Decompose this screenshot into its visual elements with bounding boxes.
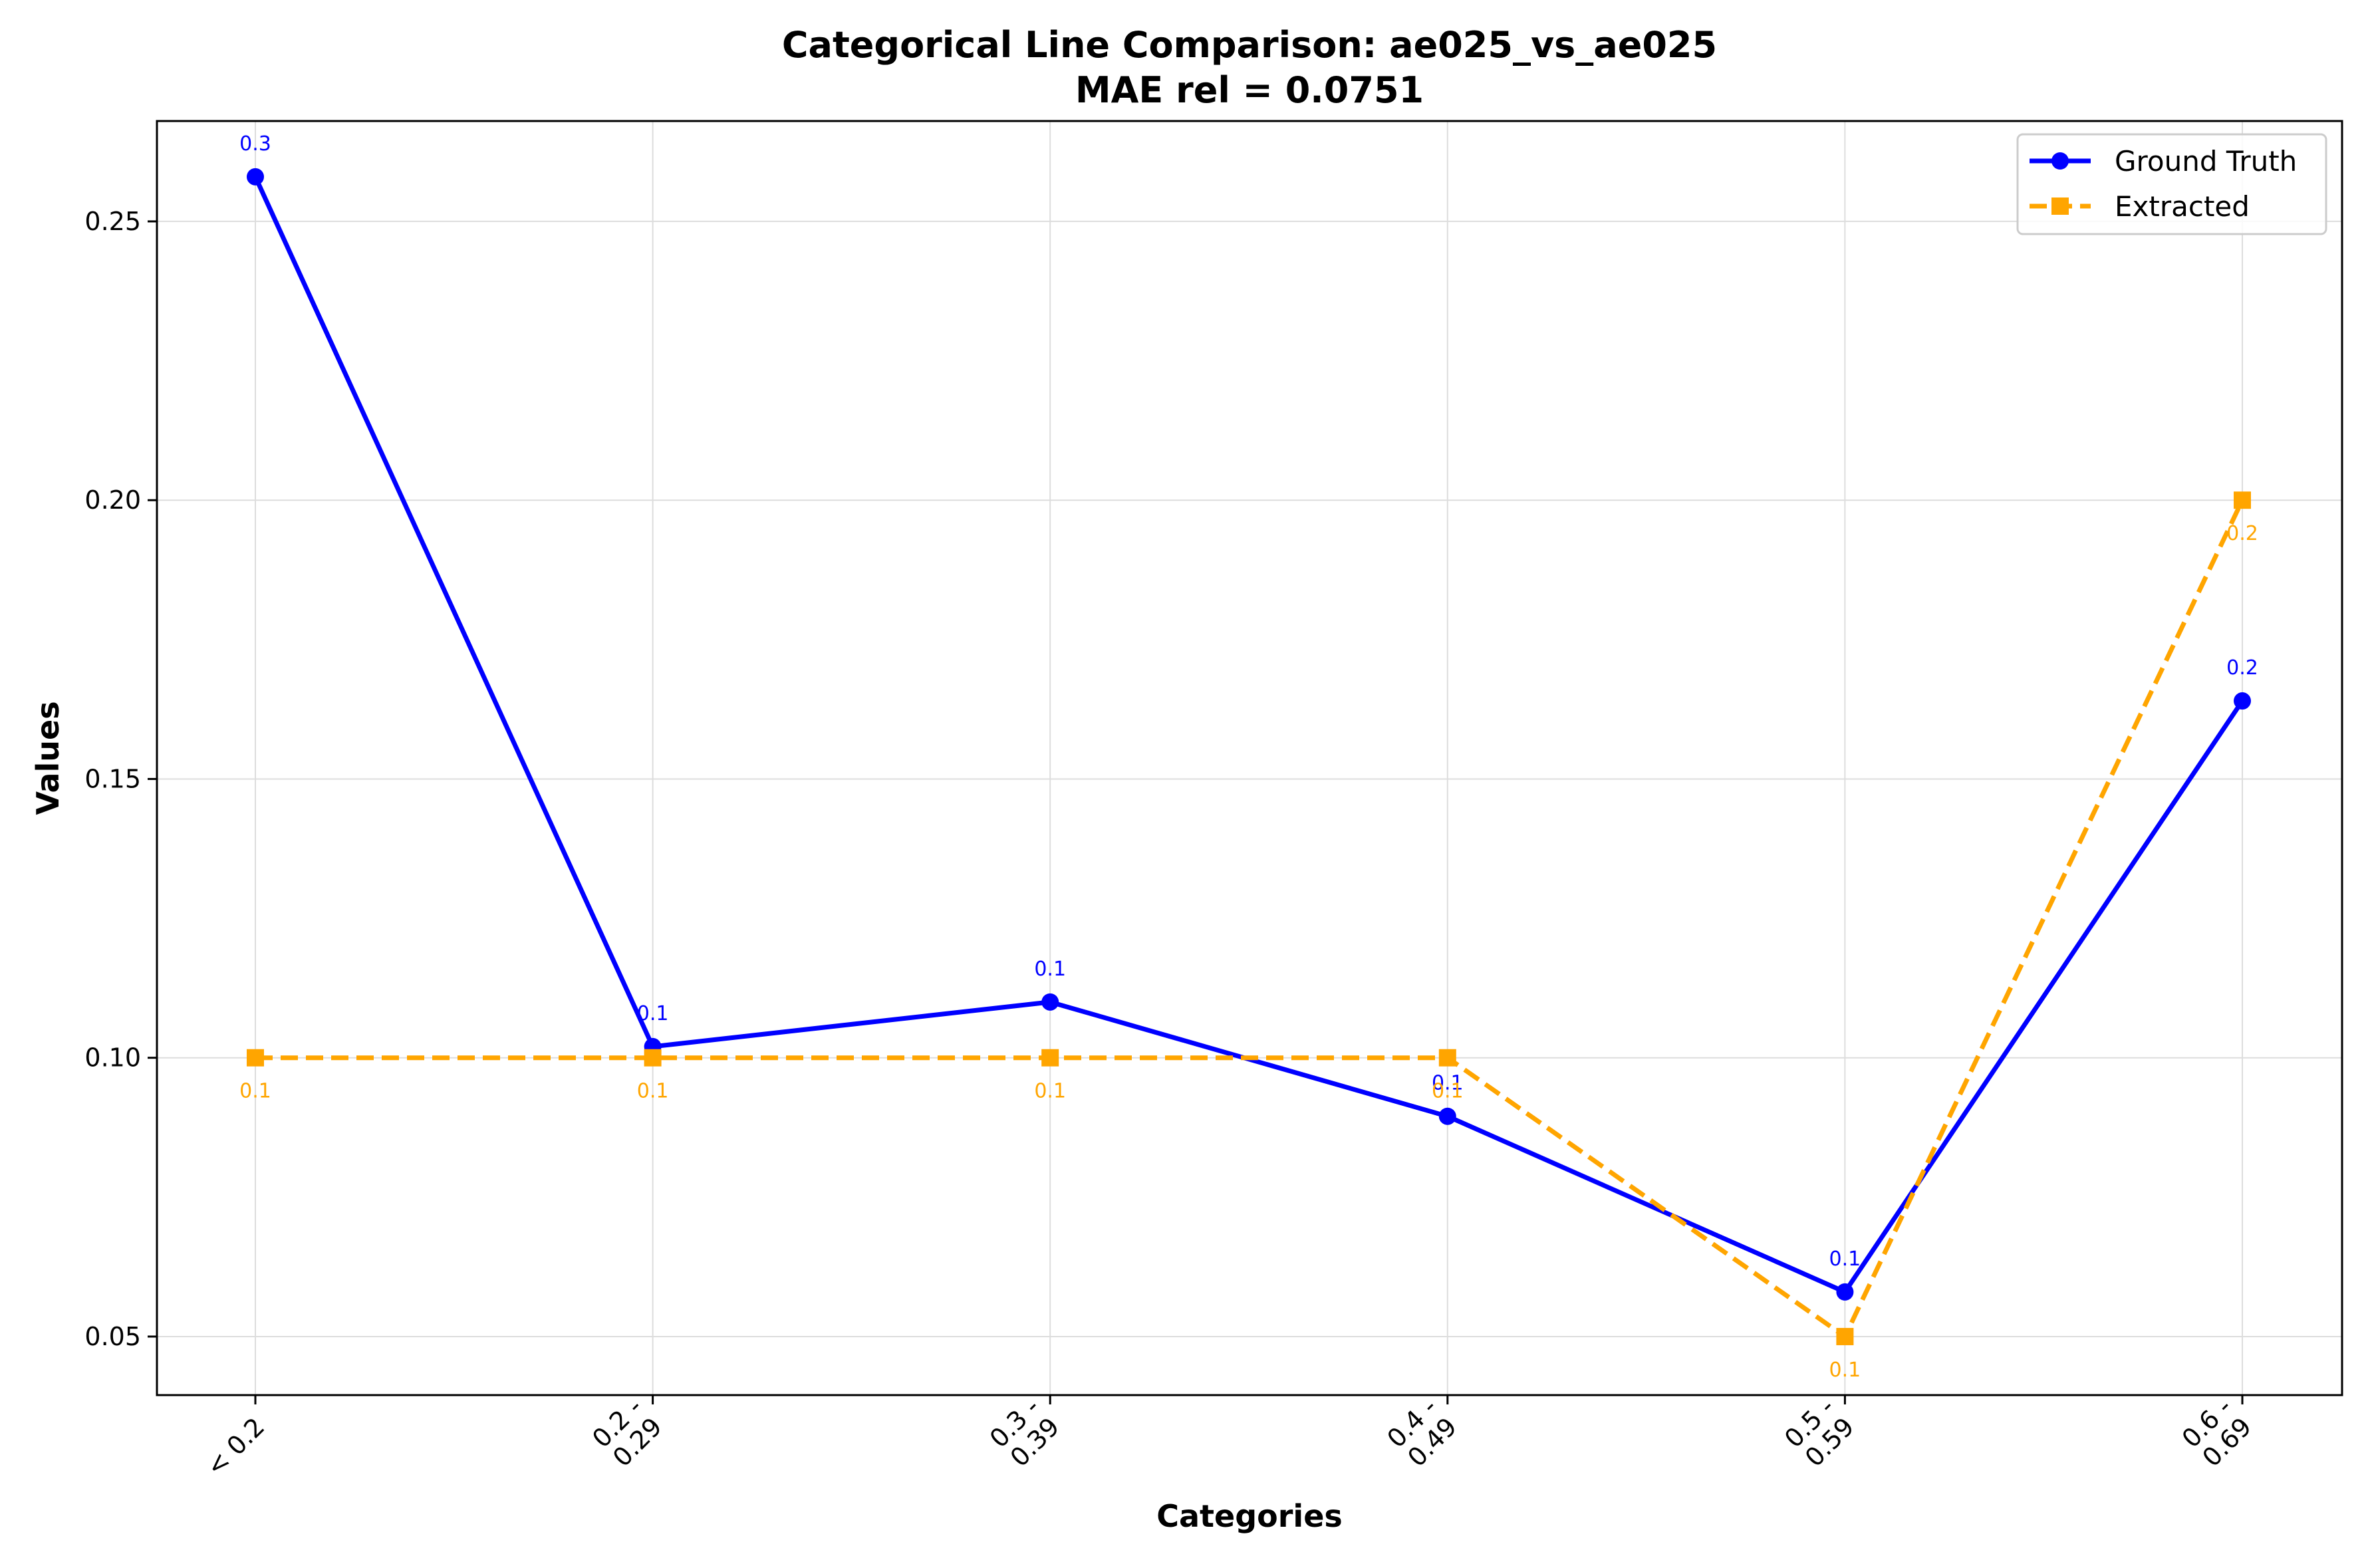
- x-axis-label: Categories: [1156, 1498, 1343, 1534]
- data-point-square: [1836, 1327, 1854, 1345]
- legend-marker-circle: [2051, 152, 2069, 170]
- data-label: 0.1: [1432, 1080, 1464, 1103]
- y-tick-label: 0.20: [84, 485, 141, 515]
- data-label: 0.2: [2226, 522, 2258, 545]
- legend-box: [2016, 133, 2327, 235]
- y-tick-label: 0.10: [84, 1043, 141, 1073]
- data-label: 0.1: [1034, 1080, 1066, 1103]
- data-point-square: [1438, 1049, 1456, 1067]
- data-label: 0.3: [239, 132, 271, 156]
- data-point-circle: [1438, 1107, 1456, 1125]
- chart-title: Categorical Line Comparison: ae025_vs_ae…: [782, 24, 1717, 66]
- legend-label: Ground Truth: [2115, 145, 2297, 178]
- data-label: 0.1: [637, 1002, 669, 1025]
- legend-marker-square: [2051, 197, 2069, 215]
- y-axis-ticks: 0.05 0.10 0.15 0.20 0.25: [84, 207, 157, 1351]
- data-point-square: [2234, 491, 2251, 509]
- series-line-1: [255, 499, 2245, 1339]
- data-point-circle: [1836, 1283, 1854, 1301]
- legend: Ground Truth Extracted: [2016, 133, 2327, 235]
- legend-label: Extracted: [2115, 190, 2250, 223]
- plot-frame: [156, 120, 2343, 1396]
- series-layer: [247, 168, 2251, 1345]
- data-label: 0.1: [1829, 1247, 1861, 1271]
- data-labels: 0.30.10.10.10.10.20.1 0.1 0.1 0.10.10.2: [239, 132, 2258, 1382]
- data-label: 0.1: [239, 1080, 271, 1103]
- data-point-square: [644, 1049, 662, 1067]
- data-point-square: [247, 1049, 264, 1067]
- y-tick-label: 0.05: [84, 1322, 141, 1351]
- data-point-circle: [247, 168, 264, 186]
- y-axis-label: Values: [30, 701, 66, 815]
- data-label: 0.1: [1034, 958, 1066, 981]
- y-tick-label: 0.25: [84, 207, 141, 236]
- y-tick-label: 0.15: [84, 764, 141, 793]
- chart-subtitle: MAE rel = 0.0751: [1075, 69, 1424, 111]
- data-label: 0.1: [637, 1080, 669, 1103]
- data-point-circle: [1041, 993, 1059, 1011]
- data-point-square: [1041, 1049, 1059, 1067]
- data-label: 0.1: [1829, 1359, 1861, 1382]
- data-point-circle: [2234, 692, 2251, 710]
- data-label: 0.1: [1432, 1072, 1464, 1095]
- data-label: 0.2: [2226, 656, 2258, 680]
